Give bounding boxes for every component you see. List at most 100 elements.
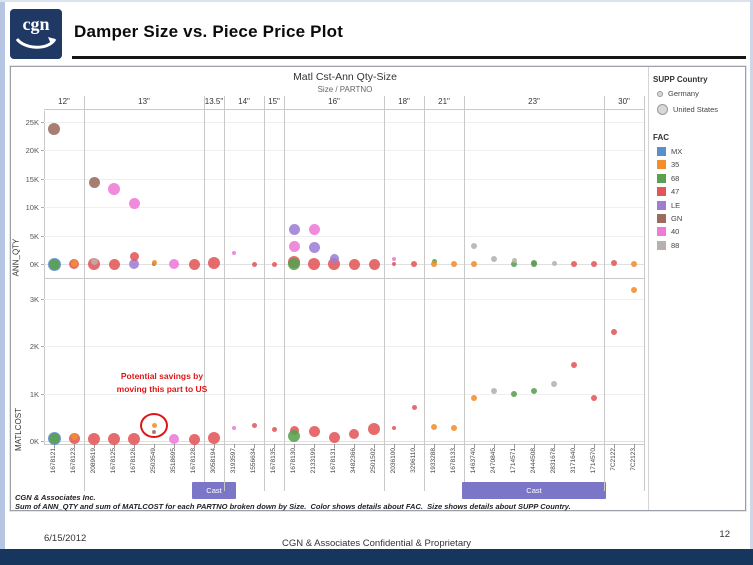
data-point[interactable] xyxy=(70,432,78,440)
part-tick xyxy=(234,444,235,448)
legend-item-fac[interactable]: GN xyxy=(657,214,682,223)
column-divider xyxy=(604,96,605,491)
data-point[interactable] xyxy=(571,261,577,267)
data-point[interactable] xyxy=(169,434,179,445)
data-point[interactable] xyxy=(308,224,320,236)
data-point[interactable] xyxy=(90,258,98,266)
data-point[interactable] xyxy=(288,430,300,443)
data-point[interactable] xyxy=(308,242,320,254)
data-point[interactable] xyxy=(551,261,557,267)
data-point[interactable] xyxy=(451,425,457,432)
data-point[interactable] xyxy=(611,260,617,267)
data-point[interactable] xyxy=(308,426,320,438)
legend-item-fac[interactable]: MX xyxy=(657,147,682,156)
data-point[interactable] xyxy=(108,432,120,445)
data-point[interactable] xyxy=(368,422,380,435)
y-tick-mark xyxy=(41,122,44,123)
data-point[interactable] xyxy=(308,258,320,270)
data-point[interactable] xyxy=(188,433,200,445)
data-point[interactable] xyxy=(471,242,477,249)
part-tick xyxy=(394,444,395,448)
data-point[interactable] xyxy=(108,258,120,270)
data-point[interactable] xyxy=(368,258,380,270)
data-point[interactable] xyxy=(129,251,139,261)
data-point[interactable] xyxy=(48,433,60,445)
data-point[interactable] xyxy=(471,261,477,267)
data-point[interactable] xyxy=(48,258,60,270)
data-point[interactable] xyxy=(251,422,257,428)
data-point[interactable] xyxy=(88,432,100,445)
data-point[interactable] xyxy=(208,257,220,270)
legend-item-fac[interactable]: 68 xyxy=(657,173,679,183)
data-point[interactable] xyxy=(169,259,179,269)
data-point[interactable] xyxy=(631,261,637,267)
y-tick-label: 0K xyxy=(29,260,39,269)
data-point[interactable] xyxy=(551,381,557,388)
data-point[interactable] xyxy=(348,258,360,270)
part-label: 7C2123 xyxy=(630,448,637,471)
data-point[interactable] xyxy=(611,329,617,336)
data-point[interactable] xyxy=(392,257,396,262)
data-point[interactable] xyxy=(531,388,537,395)
data-point[interactable] xyxy=(128,197,140,209)
legend-item-fac[interactable]: 35 xyxy=(657,160,679,170)
y-tick-label: 5K xyxy=(29,231,39,241)
data-point[interactable] xyxy=(571,362,577,369)
data-point[interactable] xyxy=(129,259,139,269)
data-point[interactable] xyxy=(491,255,497,262)
data-point[interactable] xyxy=(288,258,300,270)
data-point[interactable] xyxy=(431,261,437,267)
data-point[interactable] xyxy=(151,259,157,265)
data-point[interactable] xyxy=(328,431,340,443)
data-point[interactable] xyxy=(108,183,120,196)
data-point[interactable] xyxy=(329,254,339,264)
data-point[interactable] xyxy=(251,261,257,267)
data-point[interactable] xyxy=(531,261,537,267)
legend-item-fac[interactable]: 40 xyxy=(657,227,679,237)
data-point[interactable] xyxy=(411,261,417,267)
data-point[interactable] xyxy=(288,241,300,253)
title-underline xyxy=(72,56,746,59)
data-point[interactable] xyxy=(591,261,597,267)
data-point[interactable] xyxy=(88,177,100,189)
y-tick-label: 2K xyxy=(29,342,39,352)
data-point[interactable] xyxy=(511,261,517,267)
data-point[interactable] xyxy=(511,390,517,397)
size-header: 21" xyxy=(438,97,450,106)
column-divider xyxy=(224,96,225,491)
data-point[interactable] xyxy=(511,258,517,264)
data-point[interactable] xyxy=(128,432,140,445)
data-point[interactable] xyxy=(232,251,236,256)
legend-item-country[interactable]: United States xyxy=(657,104,718,115)
data-point[interactable] xyxy=(271,261,277,267)
data-point[interactable] xyxy=(208,431,220,444)
data-point[interactable] xyxy=(392,425,396,430)
y-axis-title: MATLCOST xyxy=(13,408,23,451)
data-point[interactable] xyxy=(48,123,60,136)
data-point[interactable] xyxy=(591,395,597,402)
legend-item-fac[interactable]: 88 xyxy=(657,240,679,250)
data-point[interactable] xyxy=(70,259,78,267)
legend-item-country[interactable]: Germany xyxy=(657,89,699,98)
data-point[interactable] xyxy=(349,429,359,440)
annotation-line2: moving this part to US xyxy=(116,384,208,394)
chart-title: Matl Cst-Ann Qty-Size xyxy=(293,71,397,83)
y-tick-mark xyxy=(41,441,44,442)
data-point[interactable] xyxy=(271,427,277,433)
annotation-text: Potential savings by moving this part to… xyxy=(86,370,238,396)
data-point[interactable] xyxy=(491,388,497,395)
data-point[interactable] xyxy=(188,258,200,270)
size-circle-icon xyxy=(657,90,663,97)
legend-item-fac[interactable]: 47 xyxy=(657,187,679,197)
data-point[interactable] xyxy=(288,223,300,235)
data-point[interactable] xyxy=(431,423,437,430)
color-swatch-icon xyxy=(657,200,666,210)
data-point[interactable] xyxy=(411,405,417,411)
data-point[interactable] xyxy=(471,395,477,402)
legend-item-label: LE xyxy=(671,200,681,210)
legend-item-fac[interactable]: LE xyxy=(657,200,681,210)
data-point[interactable] xyxy=(451,261,457,267)
data-point[interactable] xyxy=(232,425,236,430)
data-point[interactable] xyxy=(392,262,396,266)
data-point[interactable] xyxy=(631,286,637,293)
